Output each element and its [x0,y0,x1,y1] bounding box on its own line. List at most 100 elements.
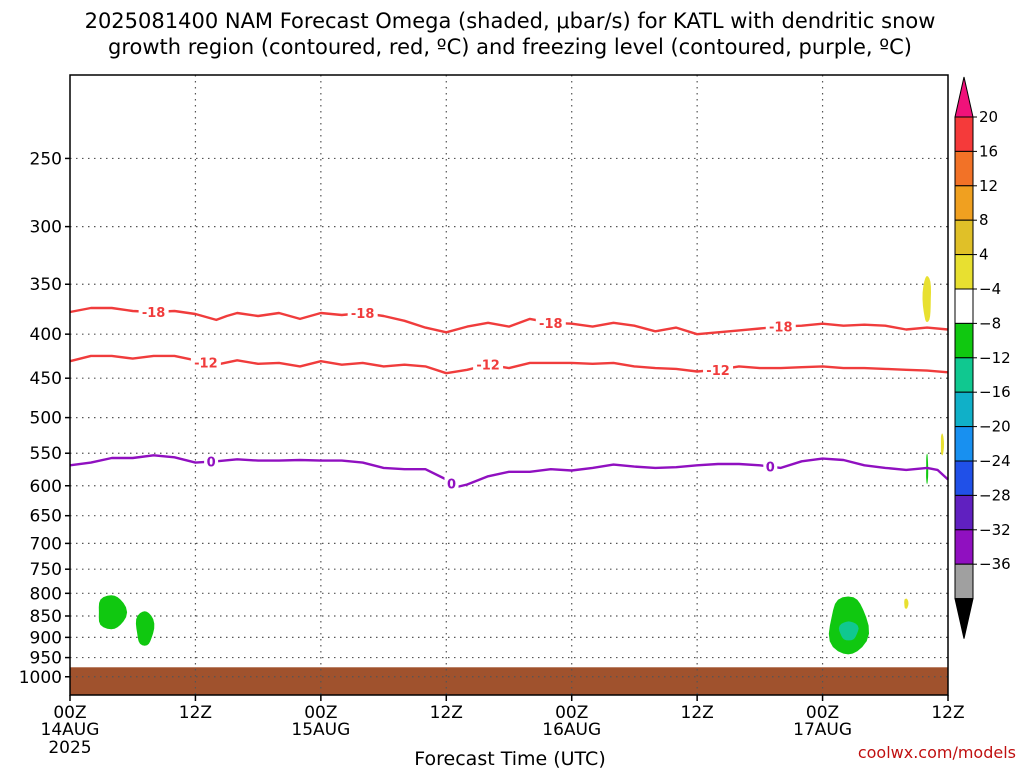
colorbar-label: −20 [979,418,1011,436]
plot-area [70,75,948,695]
contour-label-bg [347,306,378,321]
colorbar-segment [954,185,974,221]
x-tick-label: 12Z [179,703,212,723]
colorbar-label: 12 [979,177,998,195]
contour-line [69,454,949,489]
colorbar-segment [954,322,974,359]
omega-region [922,276,931,323]
y-tick-label: 450 [30,369,62,389]
colorbar-segment [954,357,974,393]
y-tick-label: 600 [30,477,62,497]
colorbar-segment [954,494,974,531]
contour-label: -12 [194,357,218,372]
contour-label: 0 [766,461,775,476]
colorbar-label: 16 [979,142,998,160]
colorbar-label: −24 [979,452,1011,470]
plot-background [70,75,948,695]
colorbar-segment [954,150,974,187]
colorbar-segment [954,563,974,600]
contour-label-bg [765,319,796,334]
contour-label-bg [204,454,219,469]
chart-title-line-1: 2025081400 NAM Forecast Omega (shaded, μ… [85,9,936,33]
contour-label-bg [763,459,778,474]
contour-label: -12 [476,359,500,374]
colorbar-segment [954,391,974,428]
y-tick-label: 850 [30,607,62,627]
x-axis-label: Forecast Time (UTC) [414,748,605,768]
plot-frame [69,74,949,696]
chart-title-line-2: growth region (contoured, red, ºC) and f… [108,35,912,59]
x-tick-label: 00Z [304,703,337,723]
contour-label-bg [138,305,169,320]
x-tick-label: 12Z [430,703,463,723]
x-tick-date: 16AUG [542,720,601,740]
colorbar-label: 8 [979,211,989,229]
colorbar: 20 16 12 8 4 −4 −8 −12 −16 −20 −24 −28 −32 −36 [954,76,1011,639]
contour-label-bg [473,357,504,372]
colorbar-label: 4 [979,246,989,264]
y-tick-label: 350 [30,275,62,295]
omega-region [98,595,128,630]
terrain-layer [70,667,948,695]
contour-label: 0 [207,456,216,471]
x-tick-label: 00Z [53,703,86,723]
contour-label: -18 [539,317,563,332]
colorbar-label: −28 [979,486,1011,504]
colorbar-segment [954,116,974,152]
axis-layer: 2503003504004505005506006507007508008509… [19,74,965,758]
colorbar-segment [954,219,974,256]
x-tick-label: 00Z [555,703,588,723]
x-tick-label: 12Z [681,703,714,723]
y-tick-label: 900 [30,628,62,648]
colorbar-segment [954,529,974,565]
x-tick-label: 00Z [806,703,839,723]
colorbar-label: −36 [979,555,1011,573]
contour-label-bg [190,355,221,370]
y-tick-label: 550 [30,444,62,464]
y-tick-label: 700 [30,534,62,554]
omega-region [904,598,909,609]
omega-region [135,611,155,646]
colorbar-label: −12 [979,349,1011,367]
y-tick-label: 300 [30,218,62,238]
x-tick-date: 17AUG [793,720,852,740]
colorbar-label: −32 [979,521,1011,539]
x-tick-label: 12Z [931,703,964,723]
x-tick-year: 2025 [48,738,91,758]
y-tick-label: 950 [30,649,62,669]
contour-label: -18 [769,321,793,336]
colorbar-label: 20 [979,108,998,126]
colorbar-label: −16 [979,383,1011,401]
contour-label-bg [703,362,734,377]
omega-shading-layer [98,276,944,655]
omega-region [940,433,944,456]
colorbar-top-triangle [954,76,974,118]
y-tick-label: 500 [30,409,62,429]
y-tick-label: 400 [30,325,62,345]
contour-layer: -18 -18 -18 -18 -12 -12 -12 0 0 0 [69,305,949,492]
colorbar-bottom-triangle [954,598,974,639]
colorbar-segment [954,254,974,290]
colorbar-label: −8 [979,314,1001,332]
contour-label: -18 [351,307,375,322]
y-tick-label: 750 [30,560,62,580]
contour-label-bg [444,476,459,491]
omega-region [838,621,859,641]
x-tick-date: 15AUG [291,720,350,740]
colorbar-segment [954,426,974,462]
contour-line [69,306,949,336]
colorbar-label: −4 [979,280,1001,298]
colorbar-segment [954,460,974,496]
y-tick-label: 800 [30,584,62,604]
contour-label: 0 [447,477,456,492]
colorbar-segment [954,288,974,324]
y-tick-label: 250 [30,149,62,169]
credit-text: coolwx.com/models [858,743,1016,762]
x-tick-date: 14AUG [41,720,100,740]
grid-layer [70,75,948,695]
contour-label: -18 [142,306,166,321]
y-tick-label: 1000 [19,668,62,688]
terrain-fill [70,667,948,695]
contour-label-bg [535,315,566,330]
